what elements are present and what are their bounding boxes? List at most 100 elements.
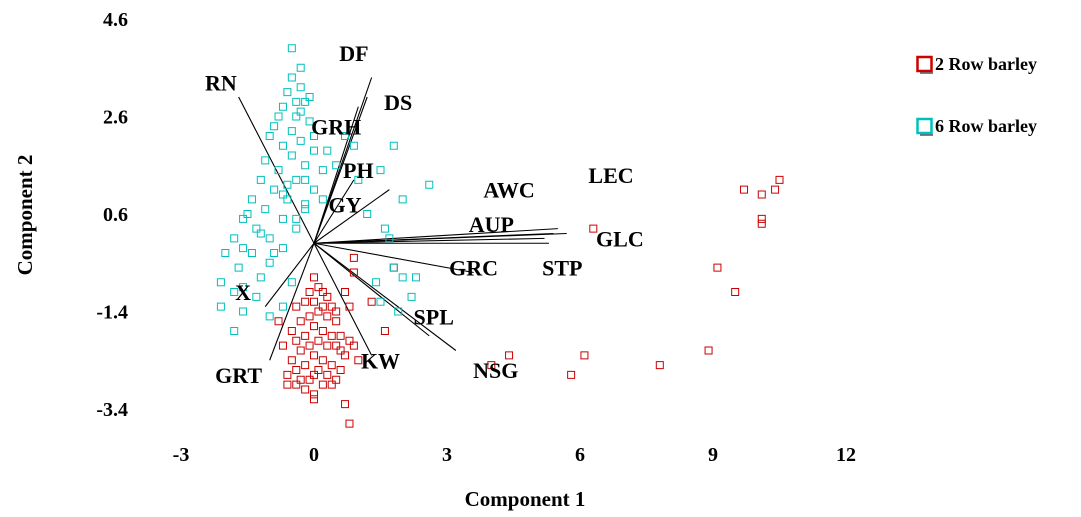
point-6-row-barley	[389, 141, 398, 150]
legend-marker-6-row-barley	[916, 117, 933, 135]
point-6-row-barley	[278, 190, 287, 199]
point-2-row-barley	[336, 331, 345, 340]
point-6-row-barley	[398, 273, 407, 282]
point-2-row-barley	[301, 297, 310, 306]
point-2-row-barley	[283, 380, 292, 389]
point-6-row-barley	[318, 166, 327, 175]
point-6-row-barley	[407, 292, 416, 301]
point-6-row-barley	[287, 73, 296, 82]
point-2-row-barley	[354, 356, 363, 365]
point-2-row-barley	[757, 214, 766, 223]
point-6-row-barley	[239, 244, 248, 253]
point-6-row-barley	[296, 63, 305, 72]
point-2-row-barley	[310, 395, 318, 404]
point-6-row-barley	[363, 210, 372, 218]
point-2-row-barley	[292, 336, 301, 345]
point-6-row-barley	[287, 151, 296, 160]
point-6-row-barley	[305, 117, 314, 126]
point-2-row-barley	[345, 302, 354, 311]
point-2-row-barley	[283, 370, 292, 379]
loading-vector-gy	[313, 179, 355, 244]
point-2-row-barley	[567, 370, 576, 379]
point-6-row-barley	[261, 156, 270, 165]
point-6-row-barley	[376, 297, 385, 306]
loading-vector-kw	[313, 242, 373, 356]
point-2-row-barley	[341, 288, 350, 296]
loading-vector-labels: RN DF DS GRH PH GY AWC LEC AUP GLC STP GRC SPL NSG KW X…	[205, 41, 644, 388]
vector-label-aup: AUP	[469, 212, 514, 237]
point-6-row-barley	[332, 161, 341, 170]
point-2-row-barley	[349, 341, 358, 350]
point-6-row-barley	[411, 273, 420, 282]
point-6-row-barley	[274, 166, 283, 175]
vector-label-glc: GLC	[596, 226, 644, 251]
point-6-row-barley	[296, 136, 305, 145]
point-6-row-barley	[310, 132, 318, 140]
point-2-row-barley	[327, 302, 336, 311]
legend-marker-2-row-barley	[916, 55, 933, 73]
point-2-row-barley	[341, 351, 350, 360]
point-2-row-barley	[731, 288, 740, 296]
point-2-row-barley	[327, 331, 336, 340]
point-2-row-barley	[305, 341, 314, 350]
point-6-row-barley	[301, 205, 310, 214]
legend: 2 Row barley 6 Row barley	[916, 54, 1037, 136]
point-6-row-barley	[239, 214, 248, 223]
vector-label-rn: RN	[205, 70, 237, 95]
point-6-row-barley	[247, 249, 256, 257]
point-2-row-barley	[301, 385, 310, 394]
point-6-row-barley	[270, 249, 279, 257]
point-6-row-barley	[287, 278, 296, 287]
point-6-row-barley	[296, 107, 305, 116]
vector-label-grc: GRC	[449, 256, 498, 281]
point-6-row-barley	[274, 112, 283, 121]
point-2-row-barley	[323, 292, 332, 301]
point-2-row-barley	[775, 175, 784, 184]
point-6-row-barley	[216, 302, 225, 311]
point-6-row-barley	[270, 122, 279, 131]
point-2-row-barley	[318, 356, 327, 365]
point-2-row-barley	[332, 341, 341, 350]
point-2-row-barley	[287, 327, 296, 335]
point-6-row-barley	[243, 210, 252, 218]
point-2-row-barley	[332, 307, 341, 316]
scatter-points	[216, 44, 784, 428]
point-2-row-barley	[292, 380, 301, 389]
vector-label-spl: SPL	[414, 304, 454, 329]
point-6-row-barley	[292, 112, 301, 121]
point-2-row-barley	[310, 297, 318, 306]
loading-vector-nsg	[313, 242, 430, 337]
y-axis-ticks: 4.6 2.6 0.6 -1.4 -3.4	[96, 9, 128, 421]
point-6-row-barley	[394, 307, 403, 316]
point-2-row-barley	[318, 380, 327, 389]
point-6-row-barley	[278, 302, 287, 311]
x-tick-label: -3	[173, 444, 190, 466]
x-tick-label: 0	[309, 444, 319, 466]
point-6-row-barley	[292, 175, 301, 184]
point-2-row-barley	[771, 185, 780, 194]
x-tick-label: 3	[442, 444, 452, 466]
point-2-row-barley	[314, 336, 323, 345]
point-6-row-barley	[256, 175, 265, 184]
point-6-row-barley	[425, 180, 434, 189]
point-2-row-barley	[505, 351, 514, 360]
point-6-row-barley	[256, 273, 265, 282]
point-2-row-barley	[580, 351, 589, 360]
point-6-row-barley	[292, 224, 301, 233]
vector-label-grt: GRT	[215, 363, 262, 388]
point-2-row-barley	[310, 370, 318, 379]
point-2-row-barley	[487, 361, 496, 370]
loading-vectors	[238, 77, 567, 361]
point-2-row-barley	[341, 400, 350, 409]
vector-label-awc: AWC	[483, 178, 534, 203]
point-2-row-barley	[301, 361, 310, 370]
point-2-row-barley	[757, 219, 766, 228]
point-6-row-barley	[265, 234, 274, 243]
point-6-row-barley	[349, 141, 358, 150]
point-6-row-barley	[310, 185, 318, 194]
point-6-row-barley	[301, 97, 310, 106]
legend-label-6-row-barley: 6 Row barley	[935, 116, 1037, 136]
point-2-row-barley	[287, 356, 296, 365]
point-6-row-barley	[265, 258, 274, 267]
vector-label-ds: DS	[384, 90, 412, 115]
